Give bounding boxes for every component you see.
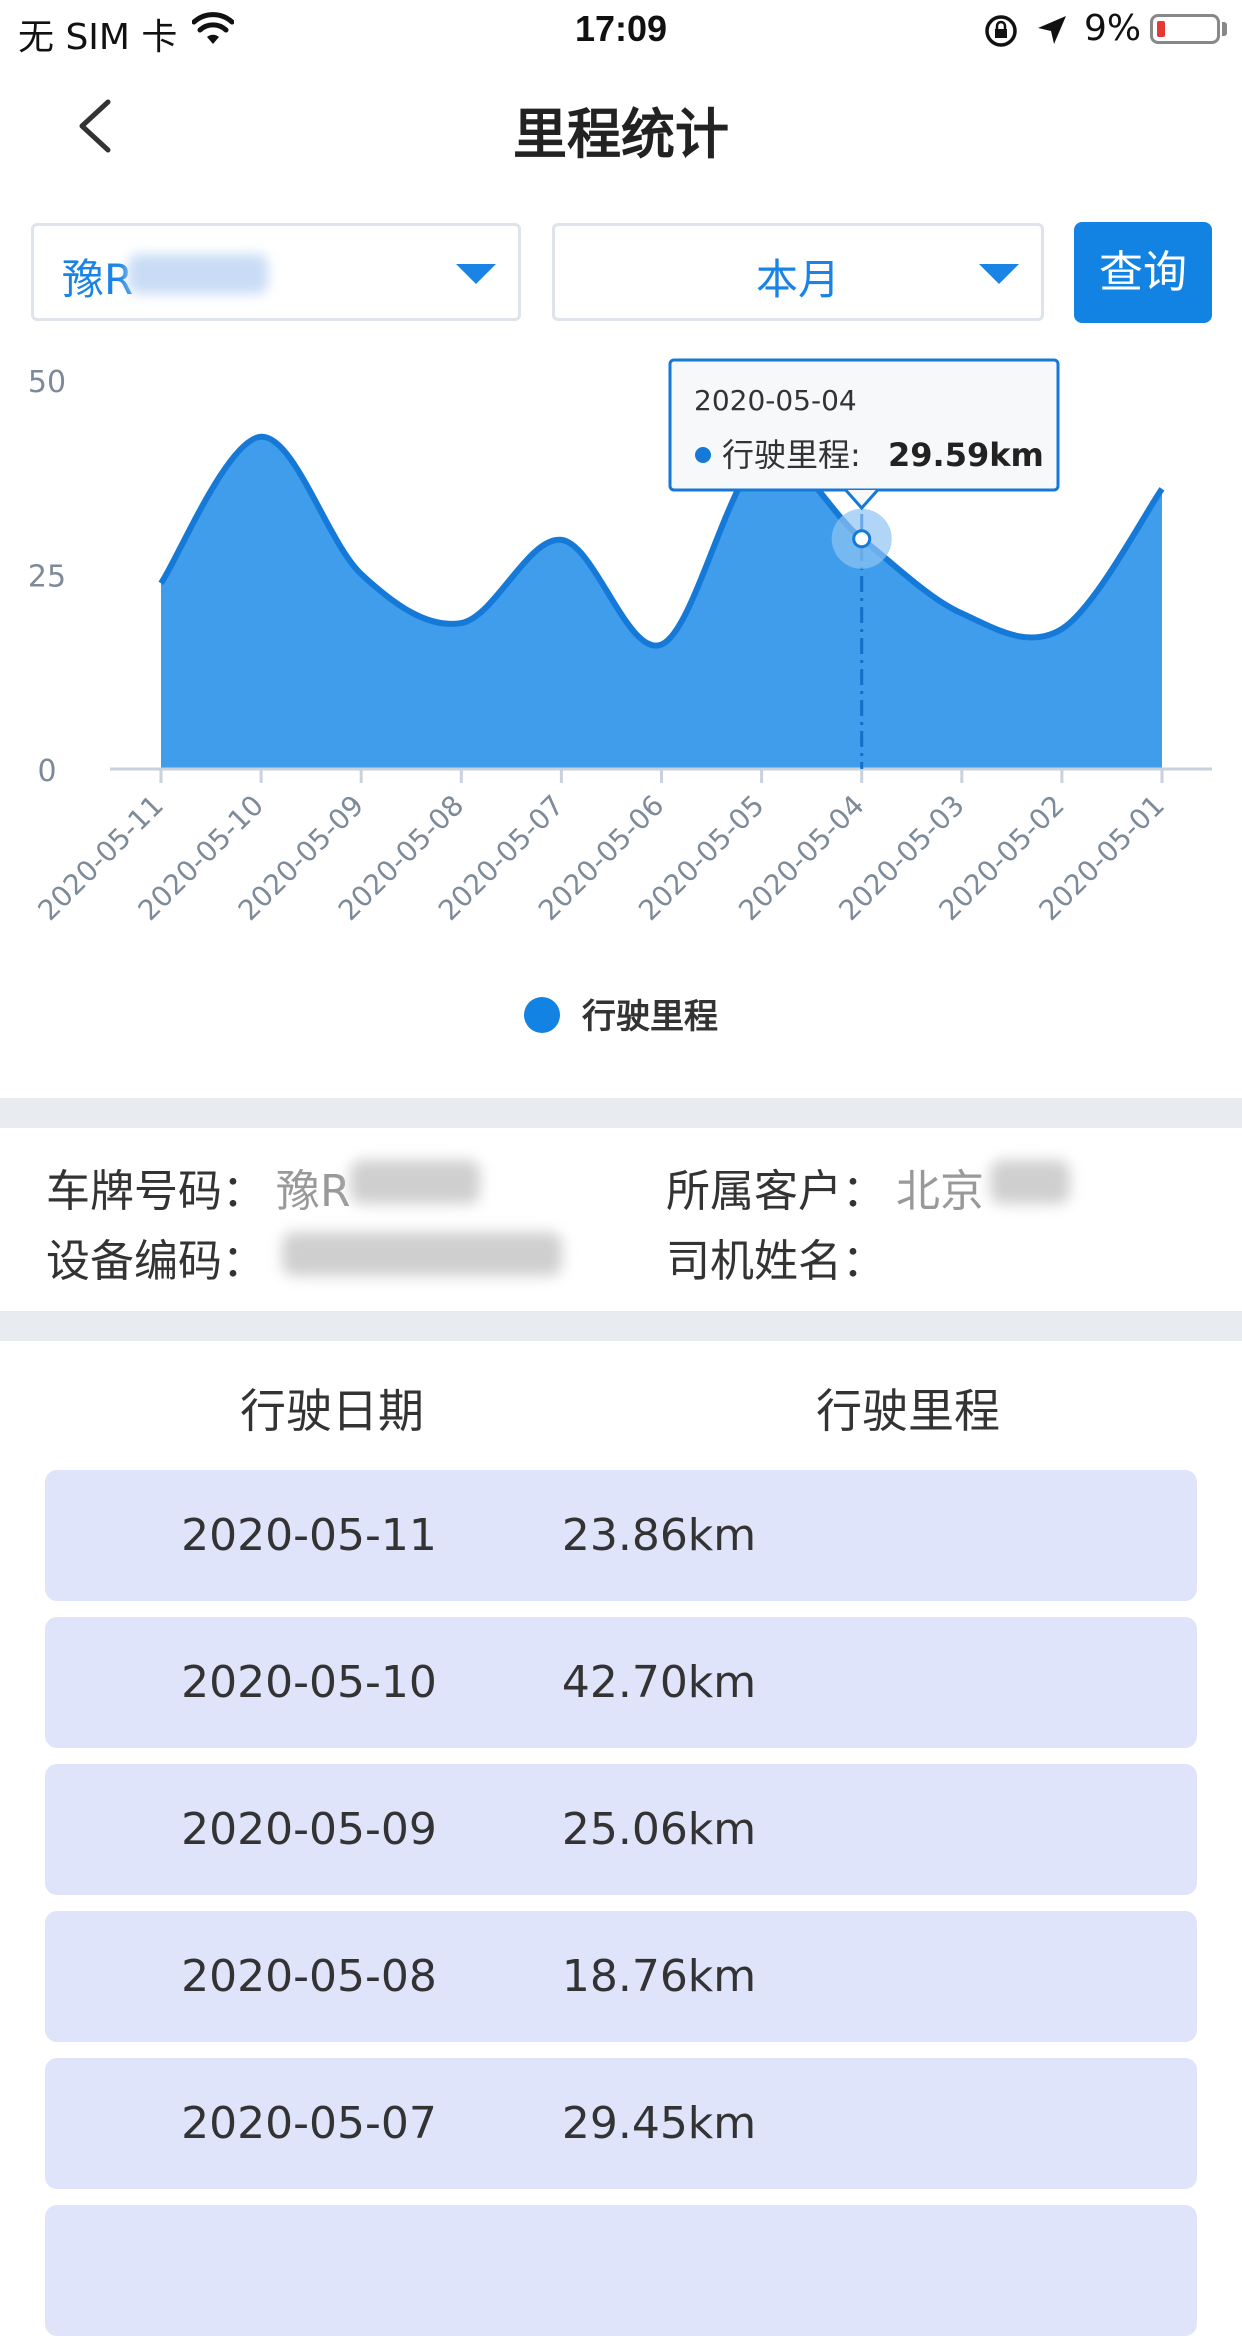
battery-icon — [1150, 14, 1220, 44]
series-area — [161, 436, 1162, 769]
plate-value: 豫R — [276, 1166, 351, 1217]
driver-label: 司机姓名： — [666, 1236, 886, 1287]
table-row[interactable]: 2020-05-07 29.45km — [45, 2058, 1197, 2189]
vehicle-select[interactable]: 豫R — [31, 223, 521, 321]
page-title: 里程统计 — [513, 103, 729, 166]
row-date: 2020-05-10 — [181, 1657, 437, 1708]
y-tick-label: 0 — [37, 754, 56, 789]
carrier-text: 无 SIM 卡 — [18, 17, 178, 58]
mileage-chart: 502502020-05-112020-05-102020-05-092020-… — [28, 358, 1212, 1037]
table-row[interactable]: 2020-05-08 18.76km — [45, 1911, 1197, 2042]
row-date: 2020-05-09 — [181, 1804, 437, 1855]
plate-label: 车牌号码： — [46, 1166, 266, 1217]
highlight-point — [852, 529, 872, 549]
chevron-down-icon — [456, 264, 496, 284]
legend-label[interactable]: 行驶里程 — [582, 997, 718, 1037]
redacted-device-code — [282, 1232, 562, 1276]
customer-value: 北京 — [896, 1166, 984, 1217]
table-header-date: 行驶日期 — [240, 1384, 424, 1438]
rotation-lock-icon — [985, 15, 1017, 47]
table-row[interactable]: 2020-05-09 25.06km — [45, 1764, 1197, 1895]
table-row[interactable]: 2020-05-11 23.86km — [45, 1470, 1197, 1601]
row-mileage: 29.45km — [561, 2098, 757, 2149]
table-row[interactable] — [45, 2205, 1197, 2336]
row-date: 2020-05-11 — [181, 1510, 437, 1561]
legend-marker[interactable] — [524, 997, 560, 1033]
device-label: 设备编码： — [46, 1236, 266, 1287]
status-time: 17:09 — [574, 8, 668, 49]
period-select[interactable]: 本月 — [552, 223, 1044, 321]
period-select-value: 本月 — [755, 255, 840, 304]
tooltip-pointer — [844, 489, 879, 511]
chevron-down-icon — [979, 264, 1019, 284]
tooltip-series-label: 行驶里程: — [722, 436, 861, 474]
row-date: 2020-05-08 — [181, 1951, 437, 2002]
row-mileage: 23.86km — [561, 1510, 757, 1561]
tooltip-value: 29.59km — [888, 436, 1044, 474]
y-tick-label: 25 — [28, 560, 66, 595]
wifi-icon — [192, 12, 234, 44]
status-bar: 无 SIM 卡 17:09 9% — [0, 0, 1242, 62]
tooltip-date: 2020-05-04 — [694, 384, 857, 417]
back-icon[interactable] — [70, 96, 130, 156]
section-divider — [0, 1311, 1242, 1341]
table-row[interactable]: 2020-05-10 42.70km — [45, 1617, 1197, 1748]
section-divider — [0, 1098, 1242, 1128]
redacted-customer — [990, 1160, 1070, 1204]
battery-tip — [1222, 22, 1227, 36]
table-header-mileage: 行驶里程 — [816, 1384, 1000, 1438]
row-mileage: 42.70km — [561, 1657, 757, 1708]
row-date: 2020-05-07 — [181, 2098, 437, 2149]
redacted-plate-number — [350, 1160, 480, 1204]
y-tick-label: 50 — [28, 365, 66, 400]
vehicle-select-value: 豫R — [62, 255, 134, 304]
customer-label: 所属客户： — [666, 1166, 886, 1217]
row-mileage: 25.06km — [561, 1804, 757, 1855]
series-line — [158, 433, 1165, 649]
battery-percent: 9% — [1084, 8, 1142, 49]
location-arrow-icon — [1038, 16, 1066, 44]
row-mileage: 18.76km — [561, 1951, 757, 2002]
tooltip-marker — [695, 447, 711, 463]
query-button[interactable]: 查询 — [1074, 222, 1212, 323]
redacted-plate — [128, 254, 268, 294]
